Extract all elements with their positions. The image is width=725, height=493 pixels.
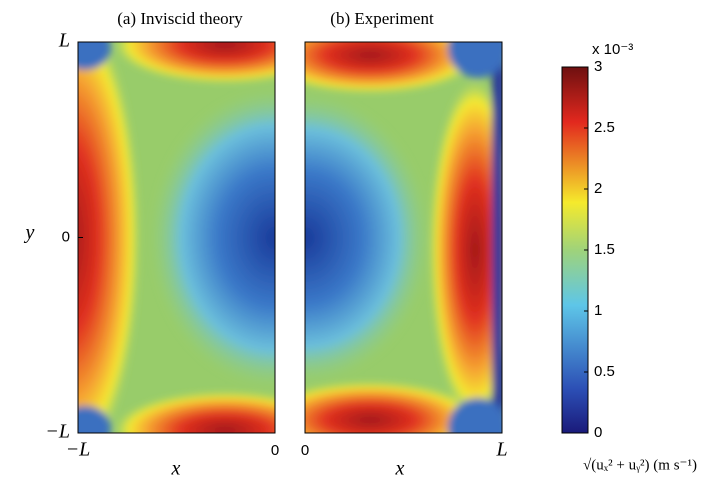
panel-b-field [305,42,502,433]
y-tick-label: L [58,30,70,52]
colorbar-tick-label: 3 [594,58,602,75]
colorbar-tick-label: 2.5 [594,119,615,136]
x-label: x [395,458,405,480]
panel-title: (b) Experiment [330,9,434,28]
panel-title: (a) Inviscid theory [117,9,243,28]
panel-b-frame [304,41,503,434]
colorbar-tick-label: 1 [594,302,602,319]
x-tick-label: 0 [301,442,309,459]
x-label: x [171,458,181,480]
colorbar-tick-label: 2 [594,180,602,197]
x-tick-label: −L [66,439,91,461]
colorbar-multiplier: x 10⁻³ [592,41,633,58]
y-label: y [24,222,35,244]
x-tick-label: L [495,439,507,461]
colorbar-tick-label: 1.5 [594,241,615,258]
colorbar-tick-label: 0 [594,424,602,441]
y-tick-label: −L [45,421,70,443]
colorbar-tick-label: 0.5 [594,363,615,380]
y-tick-label: 0 [62,228,70,245]
colorbar-label: √(uₓ² + uᵧ²) (m s⁻¹) [583,457,697,473]
panel-a-field [78,42,275,433]
x-tick-label: 0 [271,442,279,459]
